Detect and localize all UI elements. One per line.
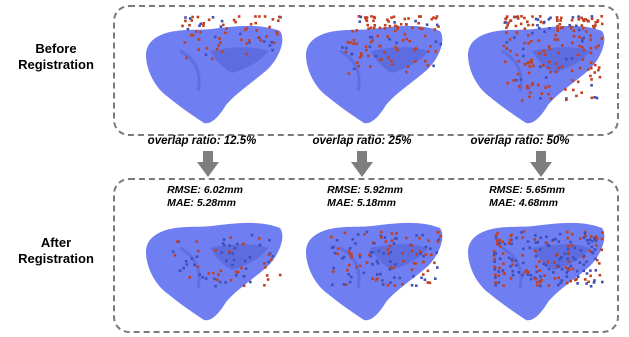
liver-after-3	[468, 222, 605, 321]
liver-mesh	[468, 15, 605, 124]
point-cloud	[181, 15, 282, 61]
down-arrow-icon	[197, 151, 219, 177]
metrics-2: RMSE: 5.92mm MAE: 5.18mm	[327, 184, 403, 210]
mae-3: MAE: 4.68mm	[489, 197, 558, 209]
liver-mesh	[306, 222, 443, 321]
before-label-line2: Registration	[18, 57, 94, 72]
liver-mesh	[146, 15, 283, 124]
point-cloud	[502, 15, 604, 102]
after-registration-panel	[113, 178, 619, 333]
after-registration-label: After Registration	[0, 235, 112, 267]
rmse-2: RMSE: 5.92mm	[327, 184, 403, 196]
liver-mesh	[468, 222, 605, 321]
after-label-line1: After	[40, 235, 72, 250]
before-registration-panel	[113, 5, 619, 136]
liver-before-2	[306, 15, 443, 124]
point-cloud	[492, 230, 604, 288]
point-cloud	[171, 233, 282, 288]
rmse-3: RMSE: 5.65mm	[489, 184, 565, 196]
metrics-3: RMSE: 5.65mm MAE: 4.68mm	[489, 184, 565, 210]
before-registration-label: Before Registration	[0, 41, 112, 73]
liver-after-1	[146, 222, 283, 321]
before-label-line1: Before	[35, 41, 77, 56]
liver-mesh	[306, 15, 443, 124]
after-label-line2: Registration	[18, 251, 94, 266]
liver-after-2	[306, 222, 443, 321]
overlap-ratio-3: overlap ratio: 50%	[470, 135, 570, 147]
mae-2: MAE: 5.18mm	[327, 197, 396, 209]
overlap-ratio-1: overlap ratio: 12.5%	[147, 135, 257, 147]
down-arrow-icon	[351, 151, 373, 177]
metrics-1: RMSE: 6.02mm MAE: 5.28mm	[167, 184, 243, 210]
liver-before-3	[468, 15, 605, 124]
overlap-ratio-2: overlap ratio: 25%	[312, 135, 412, 147]
down-arrow-icon	[530, 151, 552, 177]
mae-1: MAE: 5.28mm	[167, 197, 236, 209]
rmse-1: RMSE: 6.02mm	[167, 184, 243, 196]
point-cloud	[341, 15, 443, 75]
point-cloud	[330, 230, 442, 287]
liver-mesh	[146, 222, 283, 321]
liver-before-1	[146, 15, 283, 124]
